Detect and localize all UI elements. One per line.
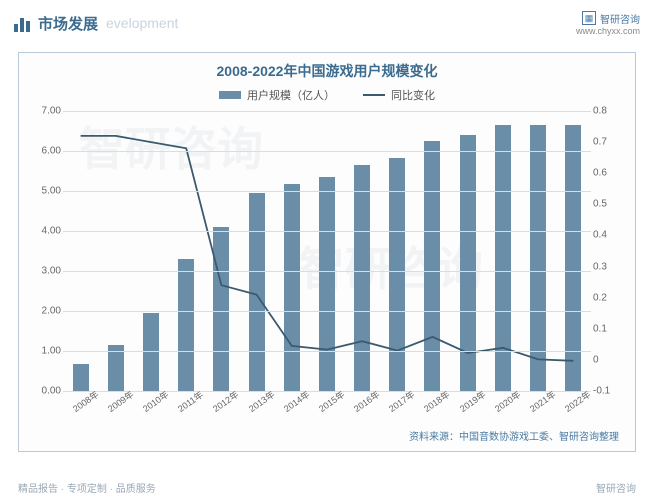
- y-right-tick: 0.6: [593, 168, 621, 179]
- y-left-tick: 0.00: [31, 386, 61, 397]
- bar: [213, 227, 229, 391]
- brand-icon: ▦: [582, 11, 596, 25]
- footer-right: 智研咨询: [596, 480, 636, 495]
- legend-bar-item: 用户规模（亿人）: [219, 87, 335, 103]
- gridline: [63, 271, 591, 272]
- plot-area: 0.001.002.003.004.005.006.007.00 -0.100.…: [63, 111, 591, 391]
- footer-left: 精品报告 · 专项定制 · 品质服务: [18, 480, 156, 495]
- y-right-tick: 0.5: [593, 199, 621, 210]
- bar: [424, 141, 440, 391]
- bar: [249, 193, 265, 391]
- y-left-tick: 7.00: [31, 106, 61, 117]
- y-right-tick: 0.3: [593, 261, 621, 272]
- bar: [73, 364, 89, 391]
- gridline: [63, 111, 591, 112]
- x-label: 2013年: [245, 395, 266, 415]
- legend-line-item: 同比变化: [363, 87, 435, 103]
- gridline: [63, 351, 591, 352]
- bar: [460, 135, 476, 391]
- y-left-tick: 2.00: [31, 306, 61, 317]
- y-axis-right: -0.100.10.20.30.40.50.60.70.8: [593, 111, 621, 391]
- y-right-tick: 0.7: [593, 137, 621, 148]
- y-right-tick: 0.1: [593, 323, 621, 334]
- x-label: 2016年: [351, 395, 372, 415]
- bar: [284, 184, 300, 391]
- y-right-tick: 0.2: [593, 292, 621, 303]
- bar: [354, 165, 370, 391]
- header-left: 市场发展 evelopment: [14, 13, 178, 34]
- x-label: 2012年: [210, 395, 231, 415]
- gridline: [63, 311, 591, 312]
- chart-container: 智研咨询 智研咨询 2008-2022年中国游戏用户规模变化 用户规模（亿人） …: [18, 52, 636, 452]
- gridline: [63, 151, 591, 152]
- x-label: 2020年: [492, 395, 513, 415]
- y-left-tick: 4.00: [31, 226, 61, 237]
- y-left-tick: 1.00: [31, 346, 61, 357]
- header-title-cn: 市场发展: [38, 13, 98, 34]
- x-label: 2017年: [386, 395, 407, 415]
- x-label: 2014年: [281, 395, 302, 415]
- bar: [178, 259, 194, 391]
- plot-inner: [63, 111, 591, 391]
- x-label: 2011年: [175, 395, 196, 415]
- y-right-tick: 0: [593, 354, 621, 365]
- legend: 用户规模（亿人） 同比变化: [31, 87, 623, 103]
- y-right-tick: -0.1: [593, 386, 621, 397]
- brand-name: 智研咨询: [600, 11, 640, 26]
- brand-block: ▦ 智研咨询: [576, 11, 640, 26]
- legend-bar-label: 用户规模（亿人）: [247, 87, 335, 103]
- gridline: [63, 231, 591, 232]
- source-line: 资料来源：中国音数协游戏工委、智研咨询整理: [31, 428, 623, 443]
- x-label: 2022年: [562, 395, 583, 415]
- footer: 精品报告 · 专项定制 · 品质服务 智研咨询: [0, 480, 654, 495]
- legend-line-label: 同比变化: [391, 87, 435, 103]
- x-label: 2008年: [69, 395, 90, 415]
- y-left-tick: 3.00: [31, 266, 61, 277]
- x-label: 2015年: [316, 395, 337, 415]
- bar: [389, 158, 405, 391]
- chart-title: 2008-2022年中国游戏用户规模变化: [31, 61, 623, 81]
- header-title-en: evelopment: [106, 15, 178, 31]
- legend-bar-swatch: [219, 91, 241, 99]
- x-label: 2021年: [527, 395, 548, 415]
- y-axis-left: 0.001.002.003.004.005.006.007.00: [31, 111, 61, 391]
- x-label: 2019年: [457, 395, 478, 415]
- x-label: 2009年: [105, 395, 126, 415]
- y-right-tick: 0.4: [593, 230, 621, 241]
- x-label: 2018年: [421, 395, 442, 415]
- legend-line-swatch: [363, 94, 385, 96]
- y-left-tick: 5.00: [31, 186, 61, 197]
- bars-group: [63, 111, 591, 391]
- bar: [319, 177, 335, 391]
- x-label: 2010年: [140, 395, 161, 415]
- header: 市场发展 evelopment ▦ 智研咨询 www.chyxx.com: [0, 0, 654, 42]
- x-axis: 2008年2009年2010年2011年2012年2013年2014年2015年…: [63, 395, 591, 408]
- y-right-tick: 0.8: [593, 106, 621, 117]
- gridline: [63, 191, 591, 192]
- header-right: ▦ 智研咨询 www.chyxx.com: [576, 11, 640, 36]
- brand-url: www.chyxx.com: [576, 26, 640, 36]
- bar-chart-icon: [14, 14, 32, 32]
- y-left-tick: 6.00: [31, 146, 61, 157]
